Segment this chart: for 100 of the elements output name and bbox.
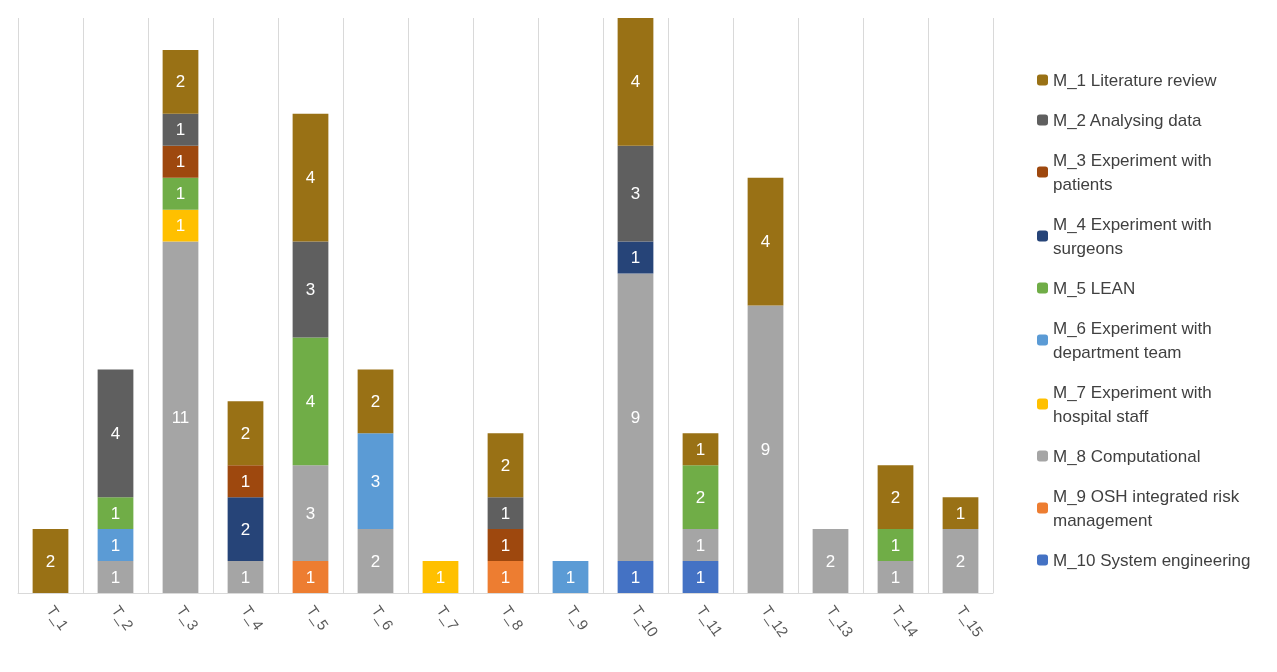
bar (682, 561, 719, 593)
data-label: 1 (630, 567, 641, 587)
data-label: 1 (110, 567, 121, 587)
data-label: 2 (955, 551, 966, 571)
data-label: 1 (955, 503, 966, 523)
bar (747, 177, 784, 306)
bar (292, 561, 329, 593)
data-label: 3 (370, 471, 381, 491)
data-label: 2 (890, 487, 901, 507)
data-label: 3 (630, 184, 641, 204)
bar (292, 465, 329, 562)
bar (292, 337, 329, 466)
bar (97, 497, 134, 530)
bar (162, 145, 199, 178)
data-label: 1 (500, 503, 511, 523)
bar (357, 433, 394, 530)
data-label: 1 (240, 567, 251, 587)
data-label: 1 (175, 216, 186, 236)
data-label: 2 (370, 551, 381, 571)
bar (617, 18, 654, 146)
data-label: 1 (695, 439, 706, 459)
bar (682, 465, 719, 530)
bar (162, 241, 199, 593)
bar (422, 561, 459, 593)
x-tick-label: T_7 (433, 602, 463, 634)
bar (162, 209, 199, 242)
bar (227, 465, 264, 498)
bar (292, 241, 329, 338)
legend-label: M_2 Analysing data (1053, 110, 1202, 130)
bar (97, 561, 134, 593)
data-label: 1 (695, 535, 706, 555)
data-label: 4 (305, 391, 316, 411)
bar (357, 369, 394, 434)
data-label: 1 (695, 567, 706, 587)
legend-label: M_10 System engineering (1053, 550, 1251, 570)
bar (487, 561, 524, 593)
data-label: 1 (435, 567, 446, 587)
legend-label: M_5 LEAN (1053, 278, 1136, 298)
data-label: 2 (175, 72, 186, 92)
data-label: 2 (45, 551, 56, 571)
legend-label: M_7 Experiment with hospital staff (1053, 382, 1217, 426)
bar (877, 465, 914, 530)
bar (487, 433, 524, 498)
bar (812, 529, 849, 593)
data-label: 1 (175, 184, 186, 204)
bar (97, 529, 134, 562)
legend-label: M_1 Literature review (1053, 70, 1218, 90)
data-label: 2 (370, 391, 381, 411)
bar (747, 305, 784, 593)
bar (942, 497, 979, 530)
data-label: 1 (630, 248, 641, 268)
data-label: 2 (240, 423, 251, 443)
data-label: 2 (240, 519, 251, 539)
data-label: 2 (695, 487, 706, 507)
bar (877, 561, 914, 593)
bar (682, 433, 719, 466)
data-label: 1 (500, 567, 511, 587)
bar (487, 529, 524, 562)
bar (682, 529, 719, 562)
bar (32, 529, 69, 593)
legend-label: M_8 Computational (1053, 446, 1201, 466)
data-label: 9 (630, 407, 641, 427)
data-label: 1 (110, 535, 121, 555)
bar (877, 529, 914, 562)
data-label: 1 (175, 152, 186, 172)
bar (227, 401, 264, 466)
data-label: 1 (890, 535, 901, 555)
data-label: 1 (175, 120, 186, 140)
bar (617, 273, 654, 562)
data-label: 1 (305, 567, 316, 587)
bar (357, 529, 394, 593)
legend-label: M_3 Experiment with patients (1053, 150, 1217, 194)
data-label: 3 (305, 503, 316, 523)
bar (162, 49, 199, 114)
data-label: 4 (305, 168, 316, 188)
data-label: 2 (500, 455, 511, 475)
legend-label: M_6 Experiment with department team (1053, 318, 1217, 362)
data-label: 1 (500, 535, 511, 555)
data-label: 1 (110, 503, 121, 523)
bar (227, 497, 264, 562)
data-label: 4 (110, 423, 121, 443)
data-label: 4 (630, 72, 641, 92)
bar (162, 177, 199, 210)
bar (227, 561, 264, 593)
data-label: 4 (760, 232, 771, 252)
data-label: 11 (171, 407, 190, 427)
bar (942, 529, 979, 593)
bar (162, 113, 199, 146)
data-label: 9 (760, 439, 771, 459)
bar (617, 145, 654, 242)
bar (487, 497, 524, 530)
data-label: 1 (890, 567, 901, 587)
legend-label: M_9 OSH integrated risk management (1053, 486, 1244, 530)
legend-label: M_4 Experiment with surgeons (1053, 214, 1217, 258)
data-label: 2 (825, 551, 836, 571)
bar (617, 561, 654, 593)
bar (552, 561, 589, 593)
bar (292, 113, 329, 242)
bar (97, 369, 134, 498)
data-label: 3 (305, 280, 316, 300)
